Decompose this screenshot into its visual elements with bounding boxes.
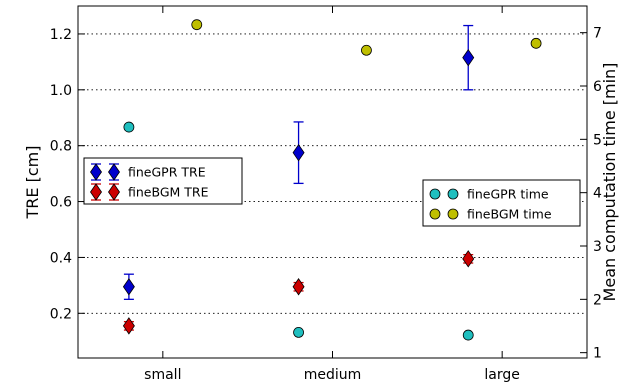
legend-finebgm-time-label: fineBGM time bbox=[467, 207, 552, 222]
legend-finebgm-time-marker-0 bbox=[429, 208, 441, 220]
right-axis-label: Mean computation time [min] bbox=[600, 63, 619, 302]
right-tick-label-3: 4 bbox=[593, 186, 602, 202]
legend-finegpr-tre-marker-0 bbox=[90, 163, 102, 181]
legend-finebgm-tre-marker-0 bbox=[90, 183, 102, 201]
legend-finebgm-tre-label: fineBGM TRE bbox=[128, 185, 209, 200]
finebgm-time-point-2 bbox=[530, 37, 542, 49]
left-tick-label-0: 0.2 bbox=[50, 306, 72, 322]
right-tick-label-2: 3 bbox=[593, 239, 602, 255]
finebgm-tre-point-1 bbox=[292, 278, 305, 296]
finegpr-tre-point-2 bbox=[462, 48, 475, 67]
x-tick-label-0: small bbox=[144, 367, 181, 383]
ticks-layer: 0.2 0.4 0.6 0.8 1.0 1.2 1 2 3 4 5 6 7 small medium larg… bbox=[50, 6, 602, 383]
legend-tre: fineGPR TRE fineBGM TRE bbox=[83, 157, 243, 205]
legend-time: fineGPR time fineBGM time bbox=[422, 179, 581, 227]
finebgm-time-point-1 bbox=[361, 44, 372, 56]
left-tick-label-5: 1.2 bbox=[50, 27, 72, 43]
right-tick-label-1: 2 bbox=[593, 292, 602, 308]
finegpr-tre-point-1 bbox=[292, 143, 305, 162]
right-tick-label-6: 7 bbox=[593, 26, 602, 42]
finebgm-tre-point-2 bbox=[462, 250, 475, 268]
finegpr-tre-point-0 bbox=[122, 278, 135, 296]
x-tick-label-2: large bbox=[484, 367, 519, 383]
finegpr-time-point-1 bbox=[293, 326, 304, 338]
finegpr-time-point-0 bbox=[123, 121, 135, 133]
finegpr-time-point-2 bbox=[462, 329, 474, 341]
markers-layer bbox=[122, 19, 542, 341]
legend-finegpr-tre-marker-1 bbox=[108, 163, 120, 181]
right-tick-label-5: 6 bbox=[593, 79, 602, 95]
left-axis-label: TRE [cm] bbox=[23, 146, 42, 220]
right-tick-label-0: 1 bbox=[593, 346, 602, 362]
legend-finegpr-tre-label: fineGPR TRE bbox=[128, 165, 206, 180]
legend-finegpr-time-label: fineGPR time bbox=[467, 187, 549, 202]
left-tick-label-3: 0.8 bbox=[50, 139, 72, 155]
legend-right-box bbox=[422, 179, 581, 227]
finebgm-tre-point-0 bbox=[122, 317, 135, 335]
right-tick-label-4: 5 bbox=[593, 132, 602, 148]
legend-left-box bbox=[83, 157, 243, 205]
left-tick-label-4: 1.0 bbox=[50, 83, 72, 99]
legend-finebgm-tre-marker-1 bbox=[108, 183, 120, 201]
left-tick-label-2: 0.6 bbox=[50, 195, 72, 211]
legend-finegpr-time-marker-1 bbox=[447, 188, 459, 200]
legend-finegpr-time-marker-0 bbox=[429, 188, 441, 200]
x-tick-label-1: medium bbox=[304, 367, 362, 383]
legend-finebgm-time-marker-1 bbox=[447, 208, 459, 220]
left-tick-label-1: 0.4 bbox=[50, 250, 72, 266]
finebgm-time-point-0 bbox=[191, 19, 203, 31]
